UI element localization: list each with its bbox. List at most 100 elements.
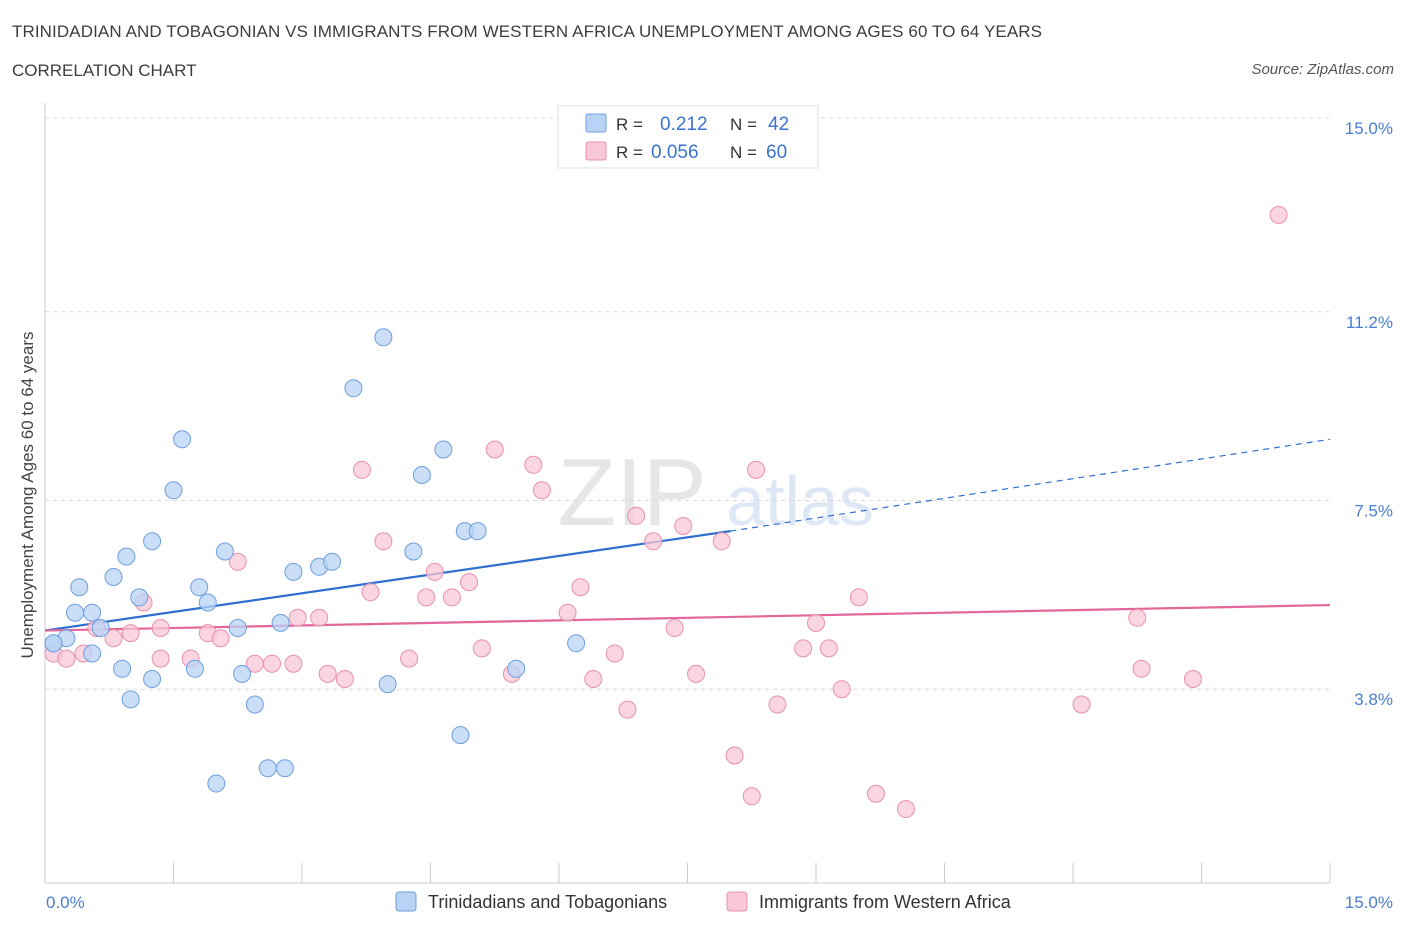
trend-line-trinidadian — [44, 530, 731, 632]
point-trinidadian-28 — [322, 552, 341, 571]
series-legend-swatch-pink — [726, 891, 748, 912]
point-trinidadian-6 — [83, 644, 102, 663]
point-western-africa-4 — [104, 629, 123, 648]
y-tick-label-3: 15.0% — [1345, 119, 1393, 138]
point-western-africa-40 — [665, 619, 684, 637]
point-western-africa-16 — [288, 608, 307, 627]
point-western-africa-37 — [618, 700, 637, 719]
point-trinidadian-4 — [83, 603, 102, 622]
x-tick-label-min: 0.0% — [46, 893, 85, 912]
point-trinidadian-24 — [275, 759, 294, 778]
axes — [44, 103, 1331, 884]
point-western-africa-15 — [284, 654, 303, 673]
point-western-africa-38 — [627, 506, 646, 525]
point-western-africa-53 — [866, 784, 885, 803]
point-trinidadian-41 — [44, 634, 63, 653]
point-western-africa-52 — [849, 588, 868, 607]
point-western-africa-33 — [558, 603, 577, 622]
point-trinidadian-29 — [207, 774, 226, 793]
point-western-africa-23 — [400, 649, 419, 668]
trend-line-trinidadian-extrapolated — [730, 438, 1331, 532]
point-western-africa-45 — [742, 787, 761, 806]
point-western-africa-58 — [1183, 670, 1202, 688]
point-western-africa-22 — [374, 532, 393, 551]
point-western-africa-46 — [747, 460, 766, 479]
point-trinidadian-10 — [113, 659, 132, 678]
point-western-africa-42 — [687, 664, 706, 683]
x-tick-label-max: 15.0% — [1345, 893, 1393, 912]
point-western-africa-31 — [524, 455, 543, 474]
legend-n-label-2: N = — [730, 143, 757, 162]
point-trinidadian-31 — [374, 328, 393, 347]
point-western-africa-50 — [819, 639, 838, 658]
trend-line-western-africa — [44, 603, 1331, 632]
point-western-africa-26 — [442, 588, 461, 607]
point-trinidadian-5 — [91, 619, 110, 637]
point-trinidadian-33 — [404, 542, 423, 561]
point-trinidadian-26 — [284, 562, 303, 581]
legend-swatch-pink — [585, 141, 607, 161]
point-western-africa-28 — [472, 639, 491, 658]
point-western-africa-17 — [310, 608, 329, 627]
chart-subtitle: CORRELATION CHART — [12, 61, 197, 80]
point-trinidadian-23 — [258, 759, 277, 778]
legend-swatch-blue — [585, 113, 607, 133]
legend-r-label-2: R = — [616, 143, 643, 162]
y-tick-label-2: 11.2% — [1346, 313, 1393, 332]
point-western-africa-24 — [417, 588, 436, 607]
legend-n-label-1: N = — [730, 115, 757, 134]
point-trinidadian-7 — [104, 568, 123, 586]
point-western-africa-27 — [460, 573, 479, 592]
point-western-africa-41 — [674, 517, 693, 535]
point-trinidadian-35 — [434, 440, 453, 459]
point-western-africa-12 — [228, 552, 247, 571]
point-western-africa-19 — [335, 670, 354, 688]
series-legend: Trinidadians and Tobagonians Immigrants … — [395, 891, 1012, 912]
point-trinidadian-11 — [143, 532, 162, 551]
point-western-africa-36 — [605, 644, 624, 663]
series-legend-label-pink: Immigrants from Western Africa — [759, 892, 1012, 912]
series-legend-label-blue: Trinidadians and Tobagonians — [428, 892, 667, 912]
point-western-africa-34 — [571, 578, 590, 597]
point-western-africa-14 — [263, 654, 282, 673]
point-trinidadian-14 — [164, 481, 183, 500]
point-trinidadian-16 — [185, 659, 204, 678]
point-trinidadian-13 — [143, 670, 162, 688]
point-western-africa-51 — [832, 680, 851, 699]
point-western-africa-44 — [725, 746, 744, 765]
point-trinidadian-38 — [451, 726, 470, 745]
point-trinidadian-40 — [567, 634, 586, 653]
point-trinidadian-22 — [245, 695, 264, 714]
point-western-africa-8 — [151, 649, 170, 668]
point-western-africa-43 — [712, 532, 731, 551]
point-western-africa-11 — [211, 629, 230, 648]
y-tick-labels: 3.8% 7.5% 11.2% 15.0% — [1345, 119, 1393, 709]
chart-title: TRINIDADIAN AND TOBAGONIAN VS IMMIGRANTS… — [12, 22, 1043, 41]
point-western-africa-54 — [896, 800, 915, 819]
point-trinidadian-37 — [468, 522, 487, 541]
point-western-africa-49 — [807, 613, 825, 632]
legend-r-value-2: 0.056 — [651, 142, 699, 163]
point-western-africa-5 — [121, 624, 140, 643]
point-trinidadian-3 — [65, 603, 84, 622]
point-western-africa-1 — [57, 649, 76, 668]
point-trinidadian-34 — [412, 466, 431, 484]
point-western-africa-18 — [318, 664, 337, 683]
legend-n-value-1: 42 — [768, 114, 789, 135]
stats-legend: R = 0.212 N = 42 R = 0.056 N = 60 — [557, 105, 819, 169]
point-western-africa-7 — [151, 619, 170, 637]
y-axis-label: Unemployment Among Ages 60 to 64 years — [18, 332, 37, 659]
point-trinidadian-18 — [198, 593, 217, 612]
legend-r-value-1: 0.212 — [660, 114, 708, 135]
trend-lines — [44, 438, 1331, 632]
point-western-africa-55 — [1072, 695, 1091, 714]
point-trinidadian-8 — [117, 547, 136, 566]
point-western-africa-39 — [644, 532, 663, 551]
series-legend-swatch-blue — [395, 891, 417, 912]
point-trinidadian-32 — [378, 675, 397, 694]
point-western-africa-25 — [425, 562, 444, 581]
point-western-africa-57 — [1132, 659, 1151, 678]
legend-n-value-2: 60 — [766, 142, 787, 163]
source-note: Source: ZipAtlas.com — [1251, 61, 1394, 78]
